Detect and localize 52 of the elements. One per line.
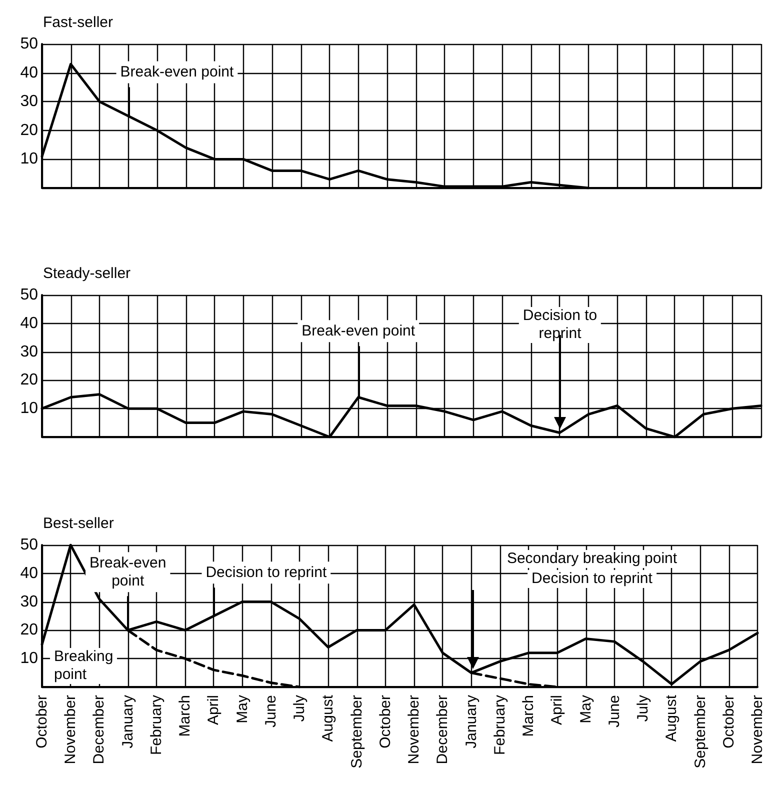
y-tick-label: 30 [20, 343, 38, 360]
annotation: Secondary breaking point [502, 550, 682, 568]
x-tick-label: July [634, 694, 652, 722]
x-tick-label: March [176, 695, 194, 737]
y-tick-label: 40 [20, 314, 38, 332]
annotation: Break-even point [120, 64, 235, 81]
x-tick-label: October [34, 695, 50, 748]
y-tick-label: 40 [20, 564, 38, 582]
y-tick-label: 10 [20, 150, 38, 168]
x-tick-label: January [119, 694, 136, 748]
chart-title: Best-seller [43, 515, 114, 532]
x-tick-label: July [291, 694, 308, 722]
y-tick-label: 20 [20, 622, 38, 639]
annotation: Breaking point [50, 648, 118, 684]
x-tick-label: October [376, 695, 394, 748]
x-tick-label: September [692, 694, 709, 768]
x-tick-label: December [90, 695, 108, 764]
chart-title: Steady-seller [43, 265, 131, 282]
x-tick-label: March [520, 695, 538, 737]
y-tick-label: 50 [20, 286, 38, 304]
x-tick-label: November [749, 695, 765, 764]
y-tick-label: 10 [20, 650, 38, 668]
x-tick-label: February [148, 694, 165, 756]
y-tick-label: 50 [20, 536, 38, 554]
annotation: Decision to reprint [518, 307, 602, 343]
annotation: Decision to reprint [528, 570, 656, 588]
annotation: Decision to reprint [206, 564, 328, 582]
y-tick-label: 10 [20, 400, 38, 418]
y-tick-label: 20 [20, 372, 38, 389]
x-tick-label: January [462, 694, 480, 748]
x-tick-label: October [720, 695, 738, 748]
x-tick-label: April [548, 695, 566, 726]
x-tick-label: December [434, 695, 452, 764]
x-tick-label: August [663, 694, 680, 742]
x-tick-label: April [205, 695, 222, 726]
x-tick-label: November [62, 695, 80, 764]
x-tick-label: June [262, 695, 280, 728]
x-tick-label: September [348, 694, 366, 768]
x-tick-label: February [491, 694, 508, 756]
x-tick-label: November [406, 695, 423, 764]
annotation: Break-even point [302, 322, 416, 340]
y-tick-label: 30 [20, 593, 38, 610]
annotation: Break-even point [90, 554, 166, 590]
y-tick-label: 30 [20, 93, 38, 110]
chart-title: Fast-seller [43, 14, 114, 31]
y-tick-label: 40 [20, 64, 38, 82]
x-tick-label: May [577, 694, 594, 724]
x-tick-label: June [606, 695, 623, 728]
y-tick-label: 20 [20, 122, 38, 139]
x-tick-label: August [320, 694, 337, 742]
y-tick-label: 50 [20, 36, 38, 52]
x-tick-label: May [234, 694, 251, 724]
